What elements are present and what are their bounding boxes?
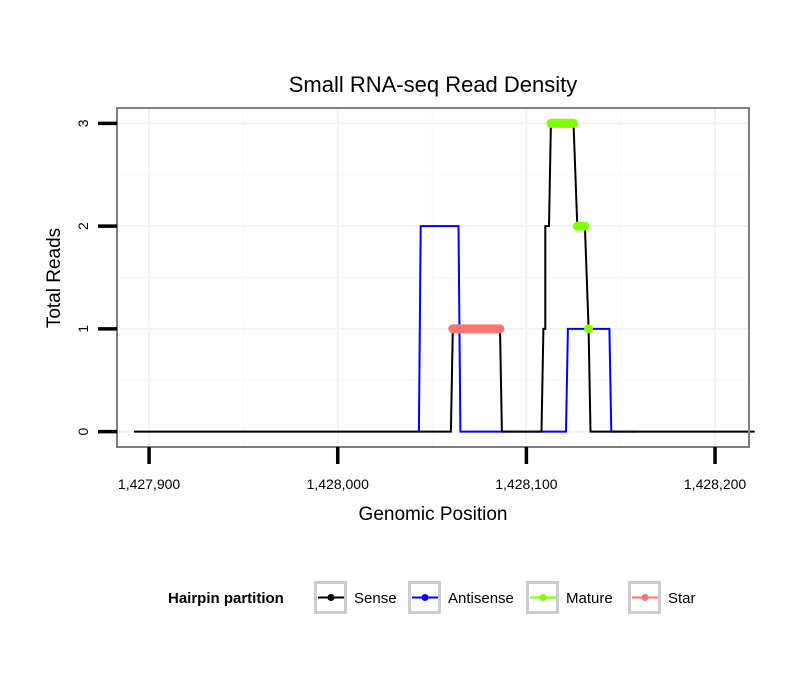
- legend-key-point: [327, 594, 335, 601]
- y-tick-label: 1: [75, 325, 91, 333]
- legend-label: Star: [668, 590, 696, 607]
- y-axis-label: Total Reads: [44, 228, 65, 328]
- x-axis: 1,427,900 1,428,000 1,428,100 1,428,200: [118, 447, 746, 492]
- y-tick-label: 3: [75, 119, 91, 127]
- legend-label: Sense: [354, 590, 397, 607]
- legend: Hairpin partition Sense Antisense Mature St…: [168, 581, 696, 614]
- legend-label: Antisense: [448, 590, 514, 607]
- data-series: [134, 118, 755, 433]
- x-tick-label: 1,428,200: [684, 476, 746, 492]
- y-axis: 0 1 2 3: [75, 119, 117, 435]
- legend-title: Hairpin partition: [168, 590, 284, 607]
- series-point-mature: [584, 324, 594, 334]
- legend-item-mature: Mature: [526, 581, 613, 614]
- y-tick-label: 0: [75, 427, 91, 435]
- series-line-antisense: [417, 225, 638, 433]
- y-tick-label: 2: [75, 222, 91, 230]
- legend-key-point: [539, 594, 547, 601]
- x-tick-label: 1,428,100: [495, 476, 557, 492]
- legend-item-antisense: Antisense: [408, 581, 514, 614]
- x-axis-label: Genomic Position: [359, 504, 508, 525]
- x-tick-label: 1,428,000: [307, 476, 369, 492]
- plot-panel-border: [116, 107, 750, 448]
- gridlines: [117, 108, 749, 447]
- legend-label: Mature: [566, 590, 613, 607]
- chart-title: Small RNA-seq Read Density: [289, 72, 578, 97]
- legend-key-point: [421, 594, 429, 601]
- legend-item-star: Star: [628, 581, 696, 614]
- legend-key-point: [641, 594, 649, 601]
- x-tick-label: 1,427,900: [118, 476, 180, 492]
- legend-item-sense: Sense: [314, 581, 397, 614]
